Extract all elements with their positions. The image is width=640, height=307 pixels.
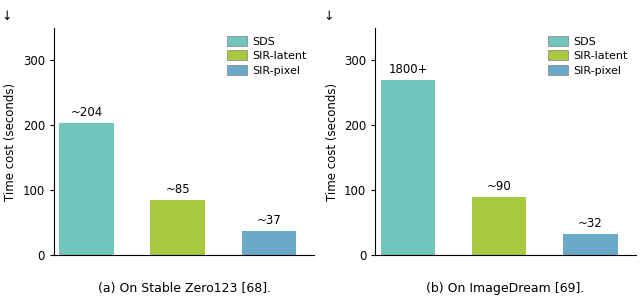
Text: ~90: ~90: [487, 180, 511, 193]
Text: ~37: ~37: [257, 214, 281, 227]
Text: ↓: ↓: [323, 10, 333, 24]
Legend: SDS, SIR-latent, SIR-pixel: SDS, SIR-latent, SIR-pixel: [546, 33, 630, 78]
Text: (b) On ImageDream [69].: (b) On ImageDream [69].: [426, 282, 585, 295]
Text: ~32: ~32: [578, 217, 603, 230]
Text: (a) On Stable Zero123 [68].: (a) On Stable Zero123 [68].: [98, 282, 271, 295]
Y-axis label: Time cost (seconds): Time cost (seconds): [326, 82, 339, 200]
Bar: [472, 196, 527, 255]
Bar: [150, 200, 205, 255]
Text: ~85: ~85: [165, 183, 190, 196]
Bar: [563, 234, 618, 255]
Bar: [241, 231, 296, 255]
Legend: SDS, SIR-latent, SIR-pixel: SDS, SIR-latent, SIR-pixel: [225, 33, 309, 78]
Text: ↓: ↓: [2, 10, 12, 24]
Text: 1800+: 1800+: [388, 63, 428, 76]
Bar: [381, 80, 435, 255]
Text: ~204: ~204: [70, 106, 102, 119]
Y-axis label: Time cost (seconds): Time cost (seconds): [4, 82, 17, 200]
Bar: [60, 123, 114, 255]
